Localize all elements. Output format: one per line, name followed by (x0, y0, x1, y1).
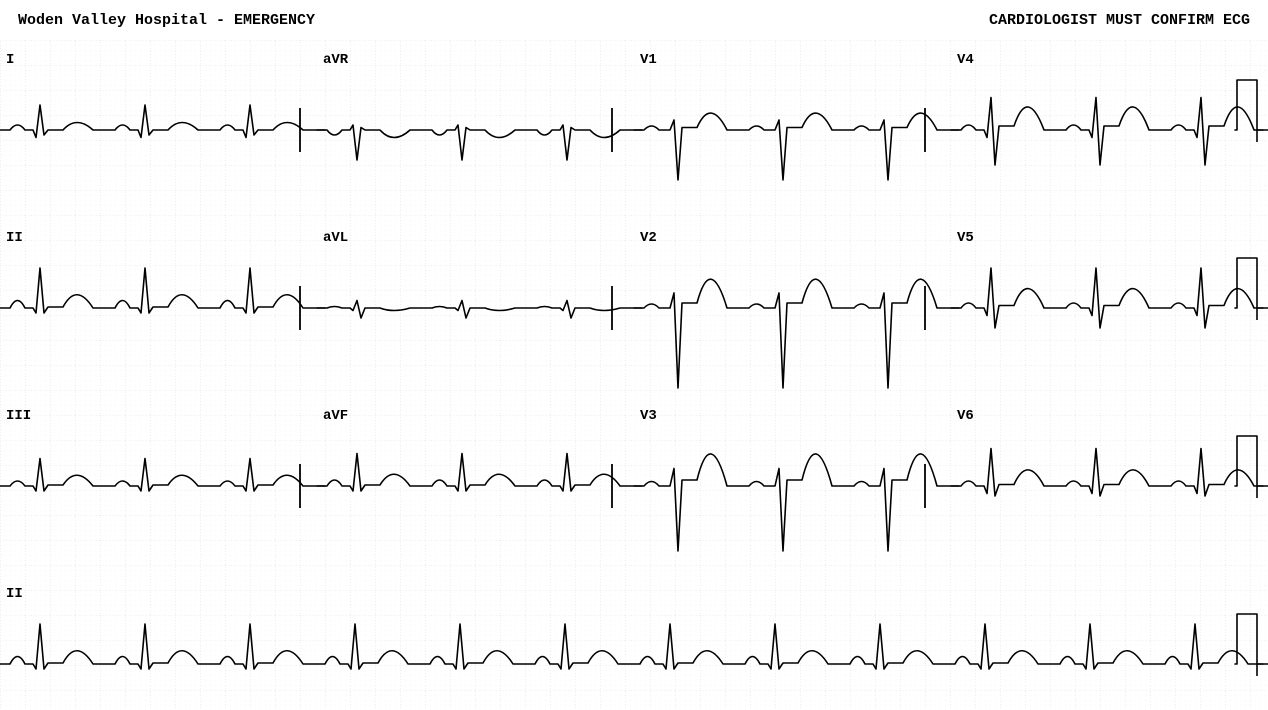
lead-label-I: I (6, 52, 14, 68)
report-header: Woden Valley Hospital - EMERGENCY CARDIO… (0, 0, 1268, 40)
lead-label-V4: V4 (957, 52, 974, 68)
lead-label-II: II (6, 230, 23, 246)
ecg-report: Woden Valley Hospital - EMERGENCY CARDIO… (0, 0, 1268, 710)
lead-label-V1: V1 (640, 52, 657, 68)
hospital-title: Woden Valley Hospital - EMERGENCY (18, 12, 315, 29)
lead-label-aVR: aVR (323, 52, 348, 68)
lead-label-aVF: aVF (323, 408, 348, 424)
rhythm-strip-label: II (6, 586, 23, 602)
ecg-chart-area: IaVR V1 V4 II aVL V2 V5 III aVF V3 V6 II (0, 40, 1268, 710)
lead-label-aVL: aVL (323, 230, 348, 246)
lead-label-V6: V6 (957, 408, 974, 424)
lead-label-V5: V5 (957, 230, 974, 246)
ecg-svg (0, 40, 1268, 710)
confirmation-warning: CARDIOLOGIST MUST CONFIRM ECG (989, 12, 1250, 29)
lead-label-III: III (6, 408, 31, 424)
lead-label-V3: V3 (640, 408, 657, 424)
lead-label-V2: V2 (640, 230, 657, 246)
